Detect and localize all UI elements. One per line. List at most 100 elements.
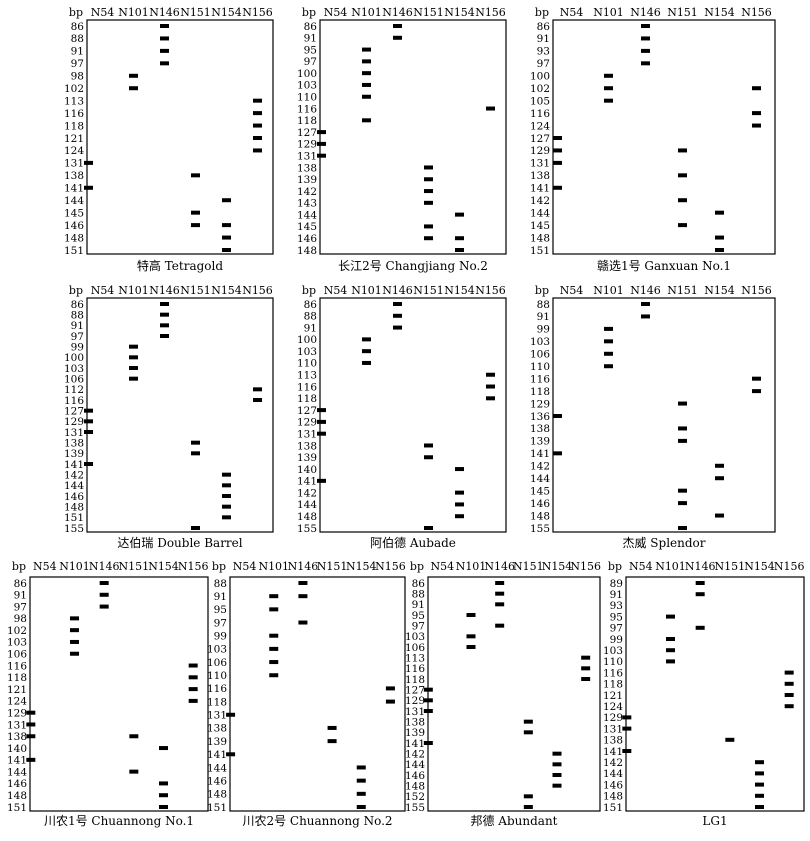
size-label: 129 <box>64 416 84 428</box>
size-axis-label: bp <box>535 284 549 297</box>
band <box>552 762 562 767</box>
size-label: 93 <box>537 46 550 58</box>
band <box>455 502 464 507</box>
size-label: 131 <box>530 158 550 170</box>
band <box>362 360 371 365</box>
gel-frame <box>427 576 601 812</box>
size-label: 148 <box>64 232 84 244</box>
size-label: 116 <box>530 108 550 120</box>
band <box>253 111 262 116</box>
size-label: 91 <box>610 589 623 601</box>
band <box>26 757 36 762</box>
size-label: 97 <box>214 617 227 629</box>
size-label: 98 <box>14 613 27 625</box>
size-label: 105 <box>530 95 550 107</box>
marker-label: N101 <box>59 560 90 573</box>
size-label: 131 <box>405 706 425 718</box>
size-axis-label: bp <box>410 560 424 573</box>
band <box>581 677 591 681</box>
size-label: 116 <box>297 381 317 393</box>
size-label: 110 <box>297 358 317 370</box>
size-label: 103 <box>297 346 317 358</box>
size-label: 144 <box>297 499 317 511</box>
marker-label: N54 <box>33 560 57 573</box>
size-label: 95 <box>304 44 317 56</box>
band <box>222 504 231 509</box>
marker-label: N146 <box>630 284 661 297</box>
band <box>26 722 36 727</box>
band <box>495 581 505 585</box>
band <box>298 620 308 625</box>
size-label: 141 <box>603 746 623 758</box>
size-label: 124 <box>7 696 27 708</box>
size-label: 129 <box>603 712 623 724</box>
band <box>678 173 687 178</box>
band <box>666 614 675 619</box>
size-label: 100 <box>530 71 550 83</box>
size-label: 97 <box>14 601 27 613</box>
size-label: 95 <box>214 604 227 616</box>
band <box>222 515 231 520</box>
size-label: 155 <box>64 523 84 535</box>
size-axis-label: bp <box>212 560 226 573</box>
size-label: 141 <box>64 459 84 471</box>
band <box>362 94 371 99</box>
marker-label: N156 <box>475 6 506 19</box>
size-label: 138 <box>297 162 317 174</box>
size-label: 131 <box>7 719 27 731</box>
band <box>641 36 650 41</box>
band <box>269 594 279 599</box>
band <box>678 438 687 443</box>
size-label: 100 <box>64 352 84 364</box>
band <box>298 594 308 599</box>
size-label: 138 <box>297 440 317 452</box>
band <box>486 106 495 111</box>
marker-label: N156 <box>570 560 601 573</box>
band <box>641 61 650 66</box>
size-label: 144 <box>7 766 27 778</box>
band <box>160 36 169 41</box>
band <box>752 376 761 381</box>
marker-label: N151 <box>715 560 746 573</box>
size-label: 129 <box>530 145 550 157</box>
marker-label: N101 <box>593 284 624 297</box>
band <box>159 805 168 809</box>
band <box>188 698 198 703</box>
size-label: 116 <box>530 373 550 385</box>
size-label: 141 <box>7 755 27 767</box>
band <box>317 141 326 146</box>
size-label: 97 <box>610 623 623 635</box>
size-label: 142 <box>603 757 623 769</box>
band <box>356 778 366 783</box>
band <box>317 431 326 436</box>
band <box>159 746 168 751</box>
band <box>666 659 675 664</box>
size-label: 131 <box>603 723 623 735</box>
size-label: 138 <box>530 423 550 435</box>
size-label: 142 <box>64 469 84 481</box>
size-label: 116 <box>64 395 84 407</box>
marker-label: N54 <box>233 560 257 573</box>
size-label: 88 <box>412 588 425 600</box>
band <box>784 704 794 709</box>
band <box>356 805 366 809</box>
band <box>253 136 262 140</box>
gel-panel: bp N54 N101 N146 N151 N154 N156 889199103106110… <box>530 284 776 550</box>
size-label: 86 <box>14 578 28 590</box>
size-label: 141 <box>297 476 317 488</box>
size-label: 151 <box>530 245 550 257</box>
marker-label: N146 <box>288 560 319 573</box>
band <box>523 730 533 735</box>
size-label: 86 <box>71 21 85 33</box>
size-label: 118 <box>530 386 550 398</box>
band <box>362 82 371 87</box>
size-label: 138 <box>64 170 84 182</box>
band <box>191 210 200 215</box>
band <box>160 334 169 338</box>
marker-label: N154 <box>444 6 475 19</box>
marker-label: N54 <box>560 284 584 297</box>
marker-label: N146 <box>685 560 716 573</box>
band <box>84 408 93 413</box>
band <box>160 312 169 317</box>
marker-label: N101 <box>118 284 149 297</box>
